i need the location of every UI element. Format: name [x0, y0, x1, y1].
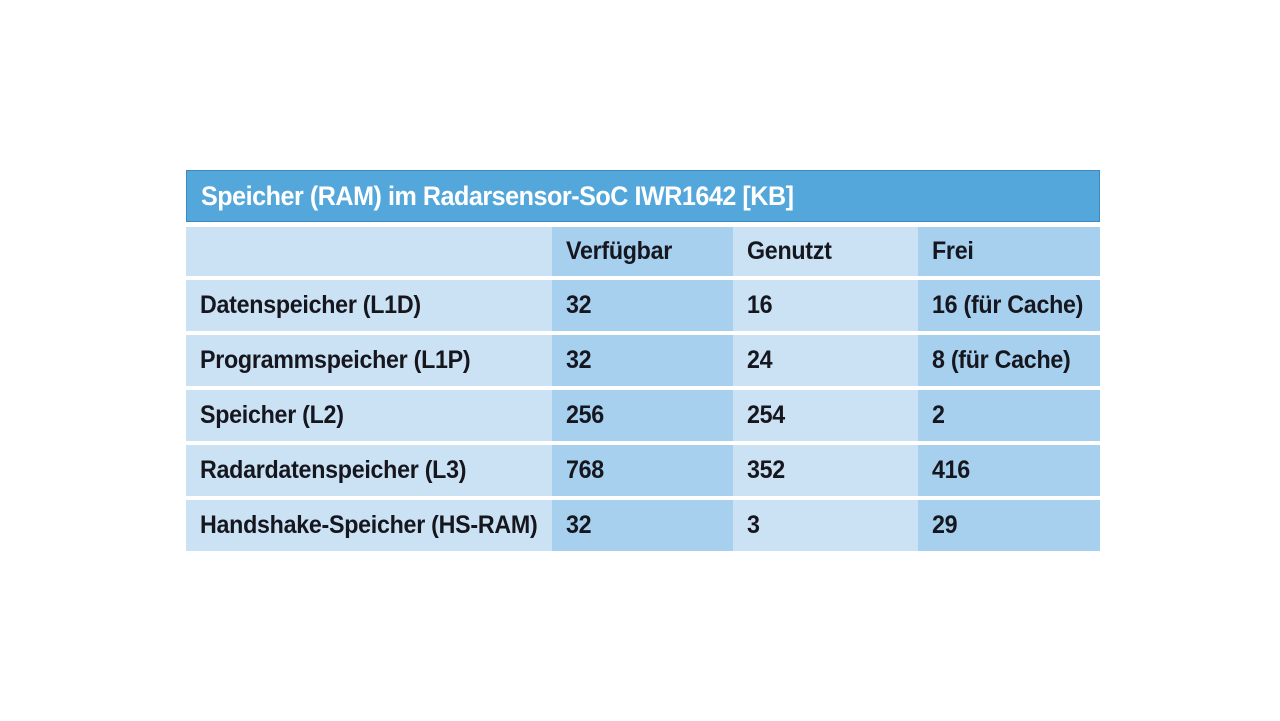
row-label: Speicher (L2)	[186, 390, 552, 441]
header-cell-genutzt: Genutzt	[733, 227, 918, 276]
cell-genutzt: 24	[733, 335, 918, 386]
header-cell-empty	[186, 227, 552, 276]
cell-frei: 29	[918, 500, 1100, 551]
cell-verfuegbar: 32	[552, 500, 733, 551]
table-header-row: Verfügbar Genutzt Frei	[186, 227, 1100, 276]
row-label: Datenspeicher (L1D)	[186, 280, 552, 331]
cell-genutzt: 3	[733, 500, 918, 551]
cell-verfuegbar: 768	[552, 445, 733, 496]
cell-frei: 16 (für Cache)	[918, 280, 1100, 331]
cell-verfuegbar: 32	[552, 280, 733, 331]
table-title-bar: Speicher (RAM) im Radarsensor-SoC IWR164…	[186, 170, 1100, 222]
table-row: Speicher (L2) 256 254 2	[186, 390, 1100, 441]
table-row: Datenspeicher (L1D) 32 16 16 (für Cache)	[186, 280, 1100, 331]
header-cell-frei: Frei	[918, 227, 1100, 276]
row-label: Radardatenspeicher (L3)	[186, 445, 552, 496]
table-title: Speicher (RAM) im Radarsensor-SoC IWR164…	[201, 180, 794, 211]
cell-verfuegbar: 32	[552, 335, 733, 386]
header-cell-verfuegbar: Verfügbar	[552, 227, 733, 276]
cell-frei: 2	[918, 390, 1100, 441]
cell-genutzt: 16	[733, 280, 918, 331]
table-row: Handshake-Speicher (HS-RAM) 32 3 29	[186, 500, 1100, 551]
cell-genutzt: 352	[733, 445, 918, 496]
cell-verfuegbar: 256	[552, 390, 733, 441]
cell-frei: 416	[918, 445, 1100, 496]
cell-frei: 8 (für Cache)	[918, 335, 1100, 386]
memory-table: Speicher (RAM) im Radarsensor-SoC IWR164…	[186, 170, 1100, 551]
row-label: Handshake-Speicher (HS-RAM)	[186, 500, 552, 551]
table-row: Radardatenspeicher (L3) 768 352 416	[186, 445, 1100, 496]
cell-genutzt: 254	[733, 390, 918, 441]
row-label: Programmspeicher (L1P)	[186, 335, 552, 386]
table-row: Programmspeicher (L1P) 32 24 8 (für Cach…	[186, 335, 1100, 386]
